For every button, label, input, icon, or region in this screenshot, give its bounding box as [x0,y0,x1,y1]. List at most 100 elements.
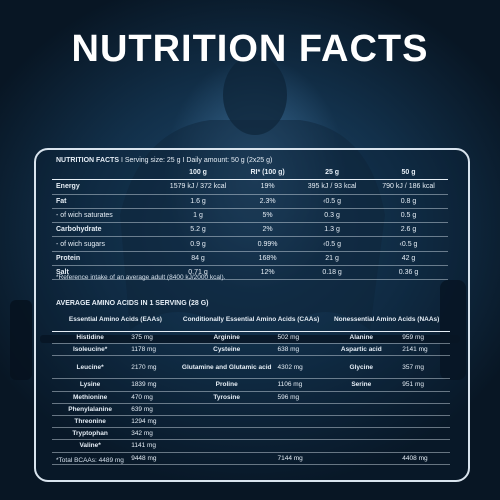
caa-amount: 7144 mg [274,452,324,465]
caa-name: Tyrosine [178,391,275,404]
eaa-name: Isoleucine* [52,343,129,357]
nutrient-name: Fat [52,194,156,209]
amino-heading: AVERAGE AMINO ACIDS IN 1 SERVING (28 G) [56,300,209,307]
eaa-name: Leucine* [52,355,129,380]
value-25g: 1.3 g [295,222,370,238]
caa-amount: 4302 mg [274,355,324,380]
amino-table: Essential Amino Acids (EAAs) Conditional… [52,309,450,465]
naa-amount [399,439,450,453]
value-50g: 2.6 g [369,222,448,238]
nutrition-row: Carbohydrate 5.2 g 2% 1.3 g 2.6 g [52,222,448,238]
naa-name [323,439,400,453]
amino-row: Tryptophan 342 mg [52,427,450,441]
naa-amount: 951 mg [399,378,450,392]
nutrient-name: Energy [52,179,156,195]
amino-row: Methionine 470 mg Tyrosine 596 mg [52,391,450,404]
nutrition-row: Fat 1.6 g 2.3% ‹0.5 g 0.8 g [52,194,448,209]
value-50g: 0.5 g [369,208,448,224]
col-header: 25 g [295,166,370,181]
naa-name [323,415,400,429]
col-header-caa: Conditionally Essential Amino Acids (CAA… [178,309,324,332]
value-50g: 42 g [369,251,448,267]
caa-name [178,427,275,441]
caa-amount [274,415,324,429]
naa-name: Alanine [323,331,400,345]
nutrient-name: Carbohydrate [52,222,156,238]
nutrient-name: Salt [52,265,156,281]
col-header-naa: Nonessential Amino Acids (NAAs) [323,309,450,332]
naa-amount: 357 mg [399,355,450,380]
value-25g: 0.18 g [295,265,370,281]
amino-row: Isoleucine* 1178 mg Cysteine 638 mg Aspartic… [52,343,450,357]
caa-amount: 502 mg [274,331,324,345]
caa-amount: 638 mg [274,343,324,357]
caa-name [178,452,275,465]
naa-name [323,427,400,441]
col-header-eaa: Essential Amino Acids (EAAs) [52,309,179,332]
caa-name: Proline [178,378,275,392]
col-header: RI* (100 g) [240,166,296,181]
caa-amount: 596 mg [274,391,324,404]
value-25g: 21 g [295,251,370,267]
value-25g: 0.3 g [295,208,370,224]
value-ri: 19% [240,179,296,195]
caa-name [178,439,275,453]
caa-amount [274,427,324,441]
nutrition-row: - of wich saturates 1 g 5% 0.3 g 0.5 g [52,208,448,224]
caa-amount [274,439,324,453]
value-25g: ‹0.5 g [295,236,370,252]
value-100g: 84 g [156,251,241,267]
naa-name [323,452,400,465]
eaa-name: Tryptophan [52,427,129,441]
col-header: 50 g [369,166,448,181]
value-ri: 5% [240,208,296,224]
eaa-amount: 1294 mg [128,415,179,429]
naa-amount [399,391,450,404]
serving-info: I Serving size: 25 g I Daily amount: 50 … [120,157,273,164]
value-50g: ‹0.5 g [369,236,448,252]
nutrition-heading: NUTRITION FACTS I Serving size: 25 g I D… [56,157,272,164]
eaa-name: Lysine [52,378,129,392]
naa-name [323,391,400,404]
nutrient-name: Protein [52,251,156,267]
eaa-amount: 639 mg [128,403,179,416]
eaa-amount: 470 mg [128,391,179,404]
eaa-amount: 2170 mg [128,355,179,380]
nutrition-row: Protein 84 g 168% 21 g 42 g [52,251,448,267]
caa-name: Arginine [178,331,275,345]
page-title: NUTRITION FACTS [71,28,429,70]
naa-amount: 4408 mg [399,452,450,465]
eaa-name: Histidine [52,331,129,345]
amino-row: Threonine 1294 mg [52,415,450,429]
col-header: 100 g [156,166,241,181]
naa-amount [399,427,450,441]
amino-row: Histidine 375 mg Arginine 502 mg Alanine 959 … [52,331,450,345]
naa-amount: 2141 mg [399,343,450,357]
value-100g: 1.6 g [156,194,241,209]
nutrition-row: Salt 0.71 g 12% 0.18 g 0.36 g [52,265,448,281]
caa-name [178,415,275,429]
amino-row: Lysine 1839 mg Proline 1106 mg Serine 951 mg [52,378,450,392]
value-50g: 790 kJ / 186 kcal [369,179,448,195]
value-100g: 1 g [156,208,241,224]
col-header [52,166,156,181]
caa-amount: 1106 mg [274,378,324,392]
caa-name: Glutamine and Glutamic acid [178,355,275,380]
bcaa-total-note: *Total BCAAs: 4489 mg [56,457,124,464]
value-ri: 0.99% [240,236,296,252]
nutrition-header-row: 100 g RI* (100 g) 25 g 50 g [52,166,448,181]
nutrient-name: - of wich sugars [52,236,156,252]
eaa-amount: 1178 mg [128,343,179,357]
eaa-amount: 375 mg [128,331,179,345]
nutrition-table: 100 g RI* (100 g) 25 g 50 g Energy 1579 k… [52,166,448,281]
nutrition-row: - of wich sugars 0.9 g 0.99% ‹0.5 g ‹0.5 g [52,236,448,252]
nutrition-row: Energy 1579 kJ / 372 kcal 19% 395 kJ / 93 k… [52,179,448,195]
amino-row: Phenylalanine 639 mg [52,403,450,416]
naa-name [323,403,400,416]
eaa-name [52,452,129,465]
nutrient-name: - of wich saturates [52,208,156,224]
value-100g: 0.9 g [156,236,241,252]
eaa-amount: 1839 mg [128,378,179,392]
value-100g: 5.2 g [156,222,241,238]
amino-header-row: Essential Amino Acids (EAAs) Conditional… [52,309,450,332]
